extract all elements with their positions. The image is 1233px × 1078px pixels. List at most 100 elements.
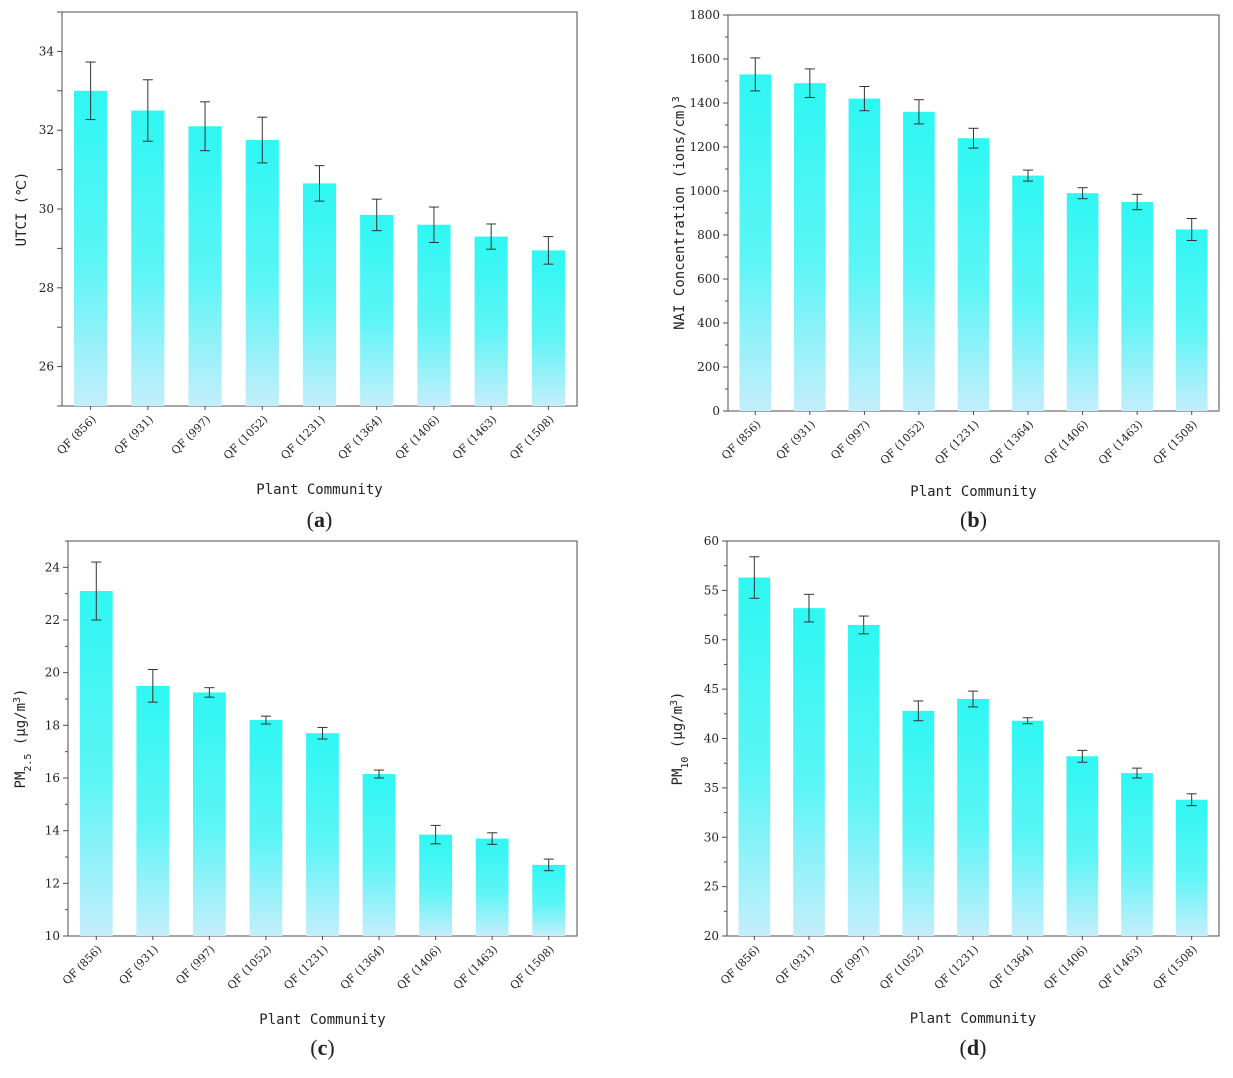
x-tick-label: QF (1463) xyxy=(450,413,499,462)
y-tick-label: 25 xyxy=(704,880,719,894)
x-axis-label: Plant Community xyxy=(259,1012,385,1028)
x-tick-label: QF (931) xyxy=(774,418,818,462)
panel-caption-letter: d xyxy=(967,1035,979,1060)
y-tick-label: 40 xyxy=(704,732,719,746)
x-tick-label: QF (1231) xyxy=(932,943,981,992)
y-tick-label: 55 xyxy=(704,583,719,597)
x-tick-label: QF (1406) xyxy=(394,943,443,992)
y-tick-label: 10 xyxy=(45,929,60,943)
panel-caption-letter: b xyxy=(967,507,979,532)
x-tick-label: QF (997) xyxy=(827,943,871,987)
x-tick-label: QF (1406) xyxy=(1041,943,1090,992)
panel-caption-close: ) xyxy=(327,1035,334,1060)
x-tick-label: QF (1052) xyxy=(877,943,926,992)
y-tick-label: 14 xyxy=(45,824,61,838)
x-tick-label: QF (1463) xyxy=(1096,418,1145,467)
chart-panel-a: 26 28 30 32 34 QF (856) QF (931) QF (997) QF (10… xyxy=(14,11,578,532)
x-tick-label: QF (856) xyxy=(719,418,763,462)
panel-caption-open: ( xyxy=(310,1035,317,1060)
bar xyxy=(192,692,226,936)
bar xyxy=(902,710,935,936)
bar xyxy=(188,126,222,406)
bar xyxy=(957,699,989,936)
x-tick-label: QF (997) xyxy=(169,413,213,457)
x-tick-label: QF (1364) xyxy=(987,418,1036,467)
y-tick-label: 1400 xyxy=(689,96,720,110)
y-axis-label-main: NAI Concentration (ions/cm xyxy=(672,111,688,330)
bar xyxy=(794,83,826,411)
x-tick-label: QF (1364) xyxy=(336,413,385,462)
y-axis-label: NAI Concentration (ions/cm)3 xyxy=(671,96,689,330)
bar xyxy=(302,183,337,406)
bar xyxy=(793,608,825,936)
y-tick-label: 30 xyxy=(39,202,54,216)
bar xyxy=(738,577,771,936)
panel-caption: (d) xyxy=(960,1035,987,1060)
bar xyxy=(131,110,165,406)
x-tick-label: QF (1406) xyxy=(393,413,442,462)
bar xyxy=(474,236,508,406)
x-axis-label: Plant Community xyxy=(256,482,382,498)
bar xyxy=(1012,175,1044,411)
bar xyxy=(136,685,170,936)
bar xyxy=(531,250,565,406)
panel-caption: (c) xyxy=(310,1035,334,1060)
y-tick-label: 22 xyxy=(45,613,60,627)
bar xyxy=(306,733,339,936)
y-tick-label: 200 xyxy=(697,360,720,374)
y-tick-label: 1800 xyxy=(689,8,720,22)
bar xyxy=(739,74,772,412)
y-tick-label: 24 xyxy=(45,560,61,574)
y-tick-label: 400 xyxy=(697,316,720,330)
panel-caption-letter: a xyxy=(314,507,325,532)
y-tick-label: 20 xyxy=(704,929,719,943)
y-tick-label: 60 xyxy=(704,534,719,548)
y-tick-label: 20 xyxy=(45,666,60,680)
bar xyxy=(848,98,881,411)
y-axis-label-superscript: 3 xyxy=(671,96,682,102)
panel-caption-close: ) xyxy=(325,507,332,532)
y-tick-label: 1200 xyxy=(689,140,720,154)
y-axis-label-superscript: 3 xyxy=(669,700,680,706)
x-tick-label: QF (1463) xyxy=(451,943,500,992)
y-tick-label: 18 xyxy=(45,718,60,732)
y-tick-label: 26 xyxy=(39,360,54,374)
x-tick-label: QF (1231) xyxy=(281,943,330,992)
x-tick-label: QF (1052) xyxy=(225,943,274,992)
panel-caption-close: ) xyxy=(980,507,987,532)
y-axis-label-units: ) xyxy=(672,102,688,110)
y-tick-label: 1000 xyxy=(689,184,720,198)
y-axis-label-subscript: 10 xyxy=(680,757,691,769)
x-tick-label: QF (1508) xyxy=(1151,418,1200,467)
panel-caption: (a) xyxy=(307,507,333,532)
bar xyxy=(1066,193,1099,411)
bar xyxy=(245,140,279,407)
bar xyxy=(417,224,451,406)
x-tick-label: QF (1508) xyxy=(507,413,556,462)
y-tick-label: 34 xyxy=(39,44,55,58)
x-tick-label: QF (1052) xyxy=(221,413,270,462)
y-tick-label: 12 xyxy=(45,876,60,890)
y-axis-label-main: PM xyxy=(13,772,29,789)
bar xyxy=(362,774,396,936)
bar xyxy=(249,720,283,936)
chart-panel-d: 20 25 30 35 40 45 50 55 60 QF (856) QF (931) QF (99… xyxy=(669,534,1220,1060)
x-tick-label: QF (1231) xyxy=(278,413,327,462)
y-tick-label: 45 xyxy=(704,682,719,696)
y-tick-label: 16 xyxy=(45,771,60,785)
x-tick-label: QF (997) xyxy=(828,418,872,462)
y-tick-label: 50 xyxy=(704,633,719,647)
panel-caption-open: ( xyxy=(960,1035,967,1060)
bar xyxy=(360,214,394,406)
x-tick-label: QF (997) xyxy=(173,943,217,987)
y-axis-label-subscript: 2.5 xyxy=(23,754,34,772)
x-tick-label: QF (1052) xyxy=(878,418,927,467)
x-tick-label: QF (856) xyxy=(54,413,98,457)
x-tick-label: QF (1508) xyxy=(1150,943,1199,992)
bar xyxy=(957,138,990,411)
panel-caption: (b) xyxy=(960,507,987,532)
bar xyxy=(1121,202,1153,411)
y-tick-label: 800 xyxy=(697,228,720,242)
y-tick-label: 30 xyxy=(704,830,719,844)
